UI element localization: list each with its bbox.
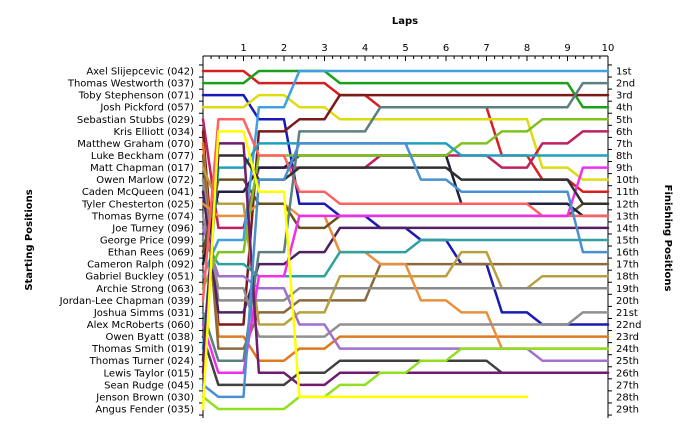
x-axis-label: Laps [392, 16, 418, 27]
series-line [201, 166, 610, 326]
series-line [201, 142, 610, 399]
axes [199, 55, 612, 418]
series-line [201, 69, 610, 278]
finishing-position-labels: 1st2nd3rd4th5th6th7th8th9th10th11th12th1… [616, 67, 641, 416]
starting-position-label: Luke Beckham (077) [91, 151, 194, 162]
finishing-position-label: 26th [616, 368, 639, 379]
series-line [201, 347, 610, 411]
lap-tick-label: 6 [443, 43, 449, 54]
series-line [201, 154, 610, 266]
lap-tick-label: 2 [281, 43, 287, 54]
lap-tick-label: 4 [362, 43, 368, 54]
lap-tick-label: 3 [321, 43, 327, 54]
finishing-position-label: 1st [616, 67, 632, 78]
series-line [201, 69, 610, 109]
starting-position-label: Jenson Brown (030) [95, 392, 194, 403]
finishing-position-label: 28th [616, 392, 639, 403]
series-line [201, 178, 610, 302]
finishing-position-label: 6th [616, 127, 633, 138]
starting-position-label: Gabriel Buckley (051) [85, 272, 194, 283]
y-axis-label-left: Starting Positions [24, 189, 35, 290]
finishing-position-label: 19th [616, 284, 639, 295]
starting-position-label: Caden McQueen (041) [82, 187, 194, 198]
finishing-position-label: 3rd [616, 91, 633, 102]
finishing-position-label: 18th [616, 272, 639, 283]
finishing-position-label: 14th [616, 223, 639, 234]
finishing-position-label: 12th [616, 199, 639, 210]
starting-position-label: Thomas Westworth (037) [67, 79, 194, 90]
starting-position-label: Joshua Simms (031) [93, 308, 194, 319]
finishing-position-label: 20th [616, 296, 639, 307]
finishing-position-label: 15th [616, 236, 639, 247]
series-line [201, 118, 610, 230]
y-axis-label-right: Finishing Positions [662, 185, 673, 292]
starting-position-label: Axel Slijepcevic (042) [86, 67, 194, 78]
lap-tick-label: 1 [240, 43, 246, 54]
series-line [201, 214, 610, 338]
finishing-position-label: 17th [616, 260, 639, 271]
finishing-position-label: 5th [616, 115, 633, 126]
series-line [201, 93, 610, 326]
finishing-position-label: 2nd [616, 79, 635, 90]
finishing-position-label: 13th [616, 211, 639, 222]
series-line [201, 142, 610, 350]
series-line [201, 190, 610, 314]
starting-position-label: Thomas Turner (024) [89, 356, 194, 367]
starting-position-label: George Price (099) [100, 236, 194, 247]
starting-position-labels: Axel Slijepcevic (042)Thomas Westworth (… [59, 67, 194, 416]
starting-position-label: Archie Strong (063) [96, 284, 194, 295]
series-line [201, 81, 610, 362]
finishing-position-label: 11th [616, 187, 639, 198]
series-line [201, 130, 529, 411]
starting-position-label: Sebastian Stubbs (029) [77, 115, 194, 126]
series-lines [201, 69, 610, 411]
starting-position-label: Josh Pickford (057) [99, 103, 194, 114]
finishing-position-label: 9th [616, 163, 633, 174]
lap-tick-label: 8 [524, 43, 530, 54]
finishing-position-label: 24th [616, 344, 639, 355]
starting-position-label: Thomas Smith (019) [91, 344, 194, 355]
finishing-position-label: 25th [616, 356, 639, 367]
series-line [201, 238, 610, 278]
finishing-position-label: 23rd [616, 332, 639, 343]
starting-position-label: Lewis Taylor (015) [104, 368, 195, 379]
series-line [201, 166, 610, 375]
lap-tick-label: 10 [602, 43, 615, 54]
starting-position-label: Joe Turney (096) [111, 223, 194, 234]
starting-position-label: Matt Chapman (017) [90, 163, 194, 174]
starting-position-label: Tyler Chesterton (025) [81, 199, 194, 210]
finishing-position-label: 7th [616, 139, 633, 150]
series-line [201, 226, 610, 362]
series-line [201, 93, 610, 326]
starting-position-label: Owen Marlow (072) [96, 175, 194, 186]
starting-position-label: Sean Rudge (045) [104, 380, 194, 391]
starting-position-label: Toby Stephenson (071) [78, 91, 194, 102]
starting-position-label: Ethan Rees (069) [108, 248, 194, 259]
lap-tick-label: 9 [564, 43, 570, 54]
starting-position-label: Thomas Byrne (074) [91, 211, 194, 222]
finishing-position-label: 27th [616, 380, 639, 391]
starting-position-label: Jordan-Lee Chapman (039) [59, 296, 194, 307]
starting-position-label: Angus Fender (035) [95, 405, 194, 416]
finishing-position-label: 16th [616, 248, 639, 259]
lap-tick-labels: 1 2 3 4 5 6 7 8 9 10 [240, 43, 614, 54]
lap-tick-label: 5 [402, 43, 408, 54]
finishing-position-label: 21st [616, 308, 638, 319]
finishing-position-label: 29th [616, 405, 639, 416]
finishing-position-label: 4th [616, 103, 633, 114]
starting-position-label: Matthew Graham (070) [77, 139, 194, 150]
finishing-position-label: 8th [616, 151, 633, 162]
starting-position-label: Cameron Ralph (092) [87, 260, 194, 271]
finishing-position-label: 22nd [616, 320, 641, 331]
series-line [201, 142, 610, 362]
starting-position-label: Alex McRoberts (060) [87, 320, 194, 331]
series-line [201, 118, 610, 302]
starting-position-label: Owen Byatt (038) [105, 332, 194, 343]
series-line [201, 154, 610, 362]
lap-tick-label: 7 [483, 43, 489, 54]
starting-position-label: Kris Elliott (034) [113, 127, 194, 138]
finishing-position-label: 10th [616, 175, 639, 186]
